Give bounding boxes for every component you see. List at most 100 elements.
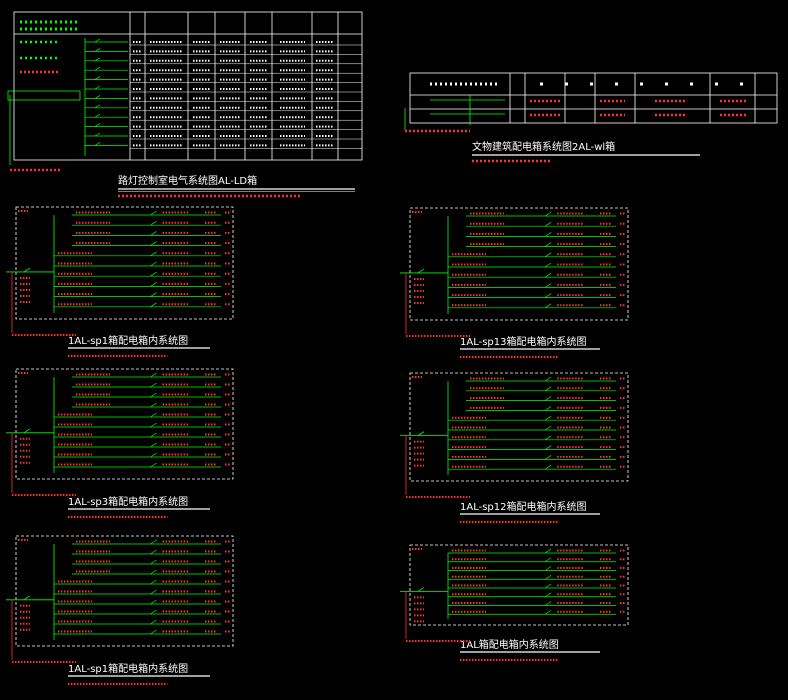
branch-breaker [150,402,157,408]
branch-breaker [544,548,552,554]
branch-breaker [150,599,157,605]
branch-breaker [150,412,157,418]
diagram-1al-sp3: 1AL-sp3箱配电箱内系统图 [6,368,234,508]
branch-breaker [544,425,552,431]
1al-sp12-title: 1AL-sp12箱配电箱内系统图 [460,500,587,513]
branch-breaker [544,396,552,401]
branch-breaker [544,221,552,227]
branch-breaker [150,251,157,257]
branch-breaker [544,574,552,580]
branch-breaker [544,455,552,460]
branch-breaker [544,232,552,237]
diagram-al-ld: 路灯控制室电气系统图AL-LD箱 [7,11,363,198]
al-ld-title: 路灯控制室电气系统图AL-LD箱 [118,174,257,187]
main-breaker [417,268,425,274]
box-enclosure [15,368,234,480]
diagram-1al-sp12: 1AL-sp12箱配电箱内系统图 [400,372,629,513]
branch-breaker [544,272,552,278]
branch-breaker [150,271,157,277]
al-ld-table-rows [85,38,362,149]
branch-breaker [150,559,157,565]
branch-breaker [544,303,552,309]
box-enclosure [409,207,629,321]
breaker-symbol [94,142,101,146]
branch-breaker [544,445,552,450]
breaker-symbol [94,123,101,127]
box-enclosure [15,206,234,320]
branch-breaker [544,386,552,392]
breaker-symbol [94,104,101,109]
branch-breaker [150,589,157,595]
main-breaker [417,587,425,592]
box-enclosure [409,372,629,482]
branch-breaker [544,415,552,421]
main-breaker [23,595,31,601]
1al-title: 1AL箱配电箱内系统图 [460,638,559,651]
al-ld-bus [7,38,86,165]
branch-breaker [544,262,552,268]
breaker-symbol [94,48,101,52]
branch-breaker [150,422,157,428]
branch-breaker [544,242,552,247]
breaker-symbol [94,95,101,99]
branch-breaker [544,583,552,589]
diagram-1al-sp13: 1AL-sp13箱配电箱内系统图 [400,207,629,348]
branch-breaker [544,283,552,288]
branch-breaker [544,592,552,598]
breaker-symbol [94,113,101,118]
breaker-symbol [94,38,101,43]
branch-breaker [150,282,157,287]
1al-sp3-title: 1AL-sp3箱配电箱内系统图 [68,495,188,508]
branch-breaker [150,569,157,575]
branch-breaker [544,609,552,615]
2al-wl-title: 文物建筑配电箱系统图2AL-wl箱 [472,140,615,153]
branch-breaker [150,579,157,585]
branch-breaker [544,566,552,571]
branch-breaker [150,452,157,458]
branch-breaker [150,432,157,438]
main-breaker [23,428,31,434]
branch-breaker [150,609,157,615]
breaker-symbol [94,85,101,90]
branch-breaker [150,292,157,297]
diagram-2al-wl: 文物建筑配电箱系统图2AL-wl箱 [404,72,778,163]
branch-breaker [150,382,157,388]
breaker-symbol [94,57,101,62]
branch-breaker [544,293,552,298]
branch-breaker [544,464,552,470]
main-breaker [417,431,425,436]
branch-breaker [150,241,157,246]
branch-breaker [150,619,157,625]
breaker-symbol [94,76,101,80]
1al-sp1-a-title: 1AL-sp1箱配电箱内系统图 [68,334,188,347]
box-enclosure [409,544,629,626]
diagram-1al: 1AL箱配电箱内系统图 [400,544,629,651]
branch-breaker [150,629,157,635]
diagram-1al-sp1-b: 1AL-sp1箱配电箱内系统图 [6,535,234,675]
1al-sp13-title: 1AL-sp13箱配电箱内系统图 [460,335,587,348]
branch-breaker [150,462,157,468]
box-enclosure [15,535,234,647]
branch-breaker [544,557,552,563]
branch-breaker [150,442,157,448]
branch-breaker [150,372,157,378]
1al-sp1-b-title: 1AL-sp1箱配电箱内系统图 [68,662,188,675]
branch-breaker [544,601,552,606]
branch-breaker [544,376,552,382]
branch-breaker [544,435,552,441]
branch-breaker [544,252,552,258]
branch-breaker [150,231,157,236]
branch-breaker [150,302,157,308]
branch-breaker [544,211,552,217]
main-breaker [23,267,31,273]
diagram-1al-sp1-a: 1AL-sp1箱配电箱内系统图 [6,206,234,347]
branch-breaker [150,549,157,555]
branch-breaker [150,261,157,267]
branch-breaker [544,406,552,411]
branch-breaker [150,392,157,398]
branch-breaker [150,210,157,216]
breaker-symbol [94,66,101,71]
branch-breaker [150,220,157,226]
branch-breaker [150,539,157,545]
